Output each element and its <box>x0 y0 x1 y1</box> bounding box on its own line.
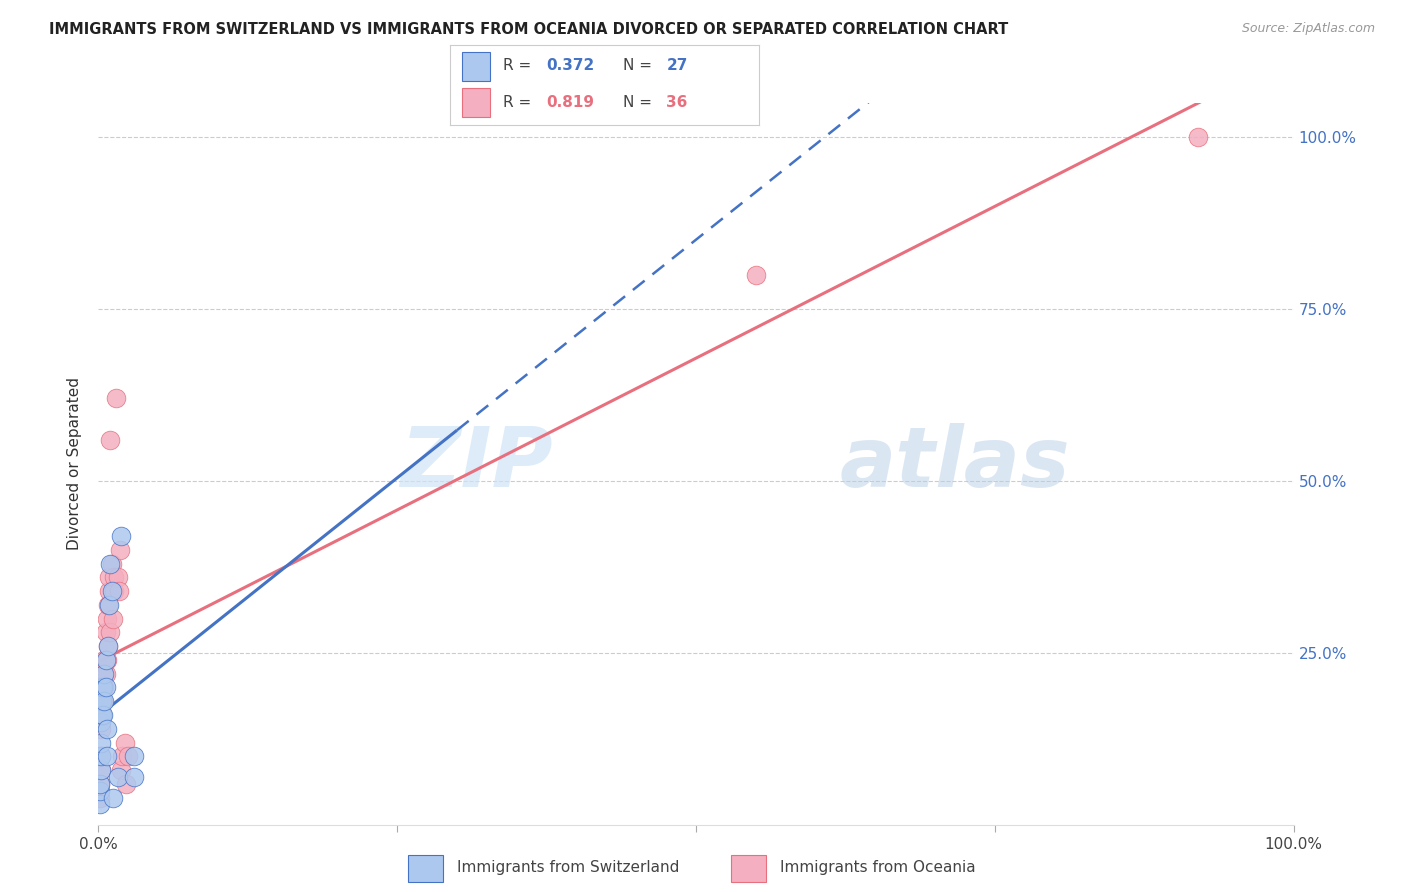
Point <box>93 681 115 695</box>
Point <box>91 708 114 723</box>
Point <box>96 653 118 667</box>
Point <box>96 749 118 764</box>
Point <box>103 570 125 584</box>
Point <box>89 797 111 812</box>
FancyBboxPatch shape <box>731 855 766 881</box>
Point <box>110 763 132 777</box>
Point <box>98 625 122 640</box>
Point <box>101 790 124 805</box>
Text: 0.372: 0.372 <box>546 58 595 73</box>
Point <box>98 584 121 599</box>
Text: ZIP: ZIP <box>399 424 553 504</box>
Point <box>98 598 121 612</box>
Text: R =: R = <box>502 58 536 73</box>
Y-axis label: Divorced or Separated: Divorced or Separated <box>67 377 83 550</box>
Point <box>93 666 115 681</box>
Point <box>90 749 112 764</box>
Point <box>111 749 134 764</box>
Point <box>107 570 129 584</box>
Point <box>91 681 114 695</box>
Point <box>1187 130 1209 145</box>
Point <box>107 584 129 599</box>
Point <box>100 584 122 599</box>
Text: N =: N = <box>623 95 657 110</box>
Point <box>97 598 120 612</box>
Point <box>94 681 117 695</box>
Text: 27: 27 <box>666 58 688 73</box>
Point <box>90 714 112 729</box>
Point <box>100 557 122 571</box>
Point <box>94 625 117 640</box>
Text: 36: 36 <box>666 95 688 110</box>
Point <box>93 694 115 708</box>
Point <box>115 777 138 791</box>
Point <box>107 770 129 784</box>
Point <box>89 777 111 791</box>
Point <box>98 570 121 584</box>
Text: IMMIGRANTS FROM SWITZERLAND VS IMMIGRANTS FROM OCEANIA DIVORCED OR SEPARATED COR: IMMIGRANTS FROM SWITZERLAND VS IMMIGRANT… <box>49 22 1008 37</box>
Point <box>110 529 132 543</box>
Point <box>94 653 117 667</box>
FancyBboxPatch shape <box>408 855 443 881</box>
Point <box>108 542 131 557</box>
Point <box>94 666 117 681</box>
Point <box>96 722 118 736</box>
Point <box>101 612 124 626</box>
Point <box>124 749 146 764</box>
Point <box>124 770 146 784</box>
Point <box>91 708 114 723</box>
Point <box>114 735 136 749</box>
Point <box>117 749 139 764</box>
Point <box>91 681 114 695</box>
Point <box>89 790 111 805</box>
Point <box>105 392 128 406</box>
Point <box>93 653 115 667</box>
Point <box>90 749 112 764</box>
Text: 0.819: 0.819 <box>546 95 593 110</box>
Point <box>90 722 112 736</box>
Point <box>89 777 111 791</box>
Point <box>96 612 118 626</box>
Point <box>103 584 125 599</box>
Point <box>90 763 112 777</box>
FancyBboxPatch shape <box>463 52 491 81</box>
Point <box>97 639 120 653</box>
Text: Immigrants from Switzerland: Immigrants from Switzerland <box>457 860 679 875</box>
Text: atlas: atlas <box>839 424 1070 504</box>
Point <box>745 268 768 282</box>
Text: Source: ZipAtlas.com: Source: ZipAtlas.com <box>1241 22 1375 36</box>
Point <box>91 694 114 708</box>
Point <box>91 681 114 695</box>
Point <box>91 708 114 723</box>
Point <box>91 666 114 681</box>
Text: N =: N = <box>623 58 657 73</box>
Point <box>97 639 120 653</box>
Point <box>90 735 112 749</box>
Text: Immigrants from Oceania: Immigrants from Oceania <box>780 860 976 875</box>
Text: R =: R = <box>502 95 536 110</box>
Point <box>90 763 112 777</box>
Point <box>91 694 114 708</box>
FancyBboxPatch shape <box>463 88 491 117</box>
Point <box>89 783 111 797</box>
Point <box>98 557 122 571</box>
Point <box>98 433 122 447</box>
